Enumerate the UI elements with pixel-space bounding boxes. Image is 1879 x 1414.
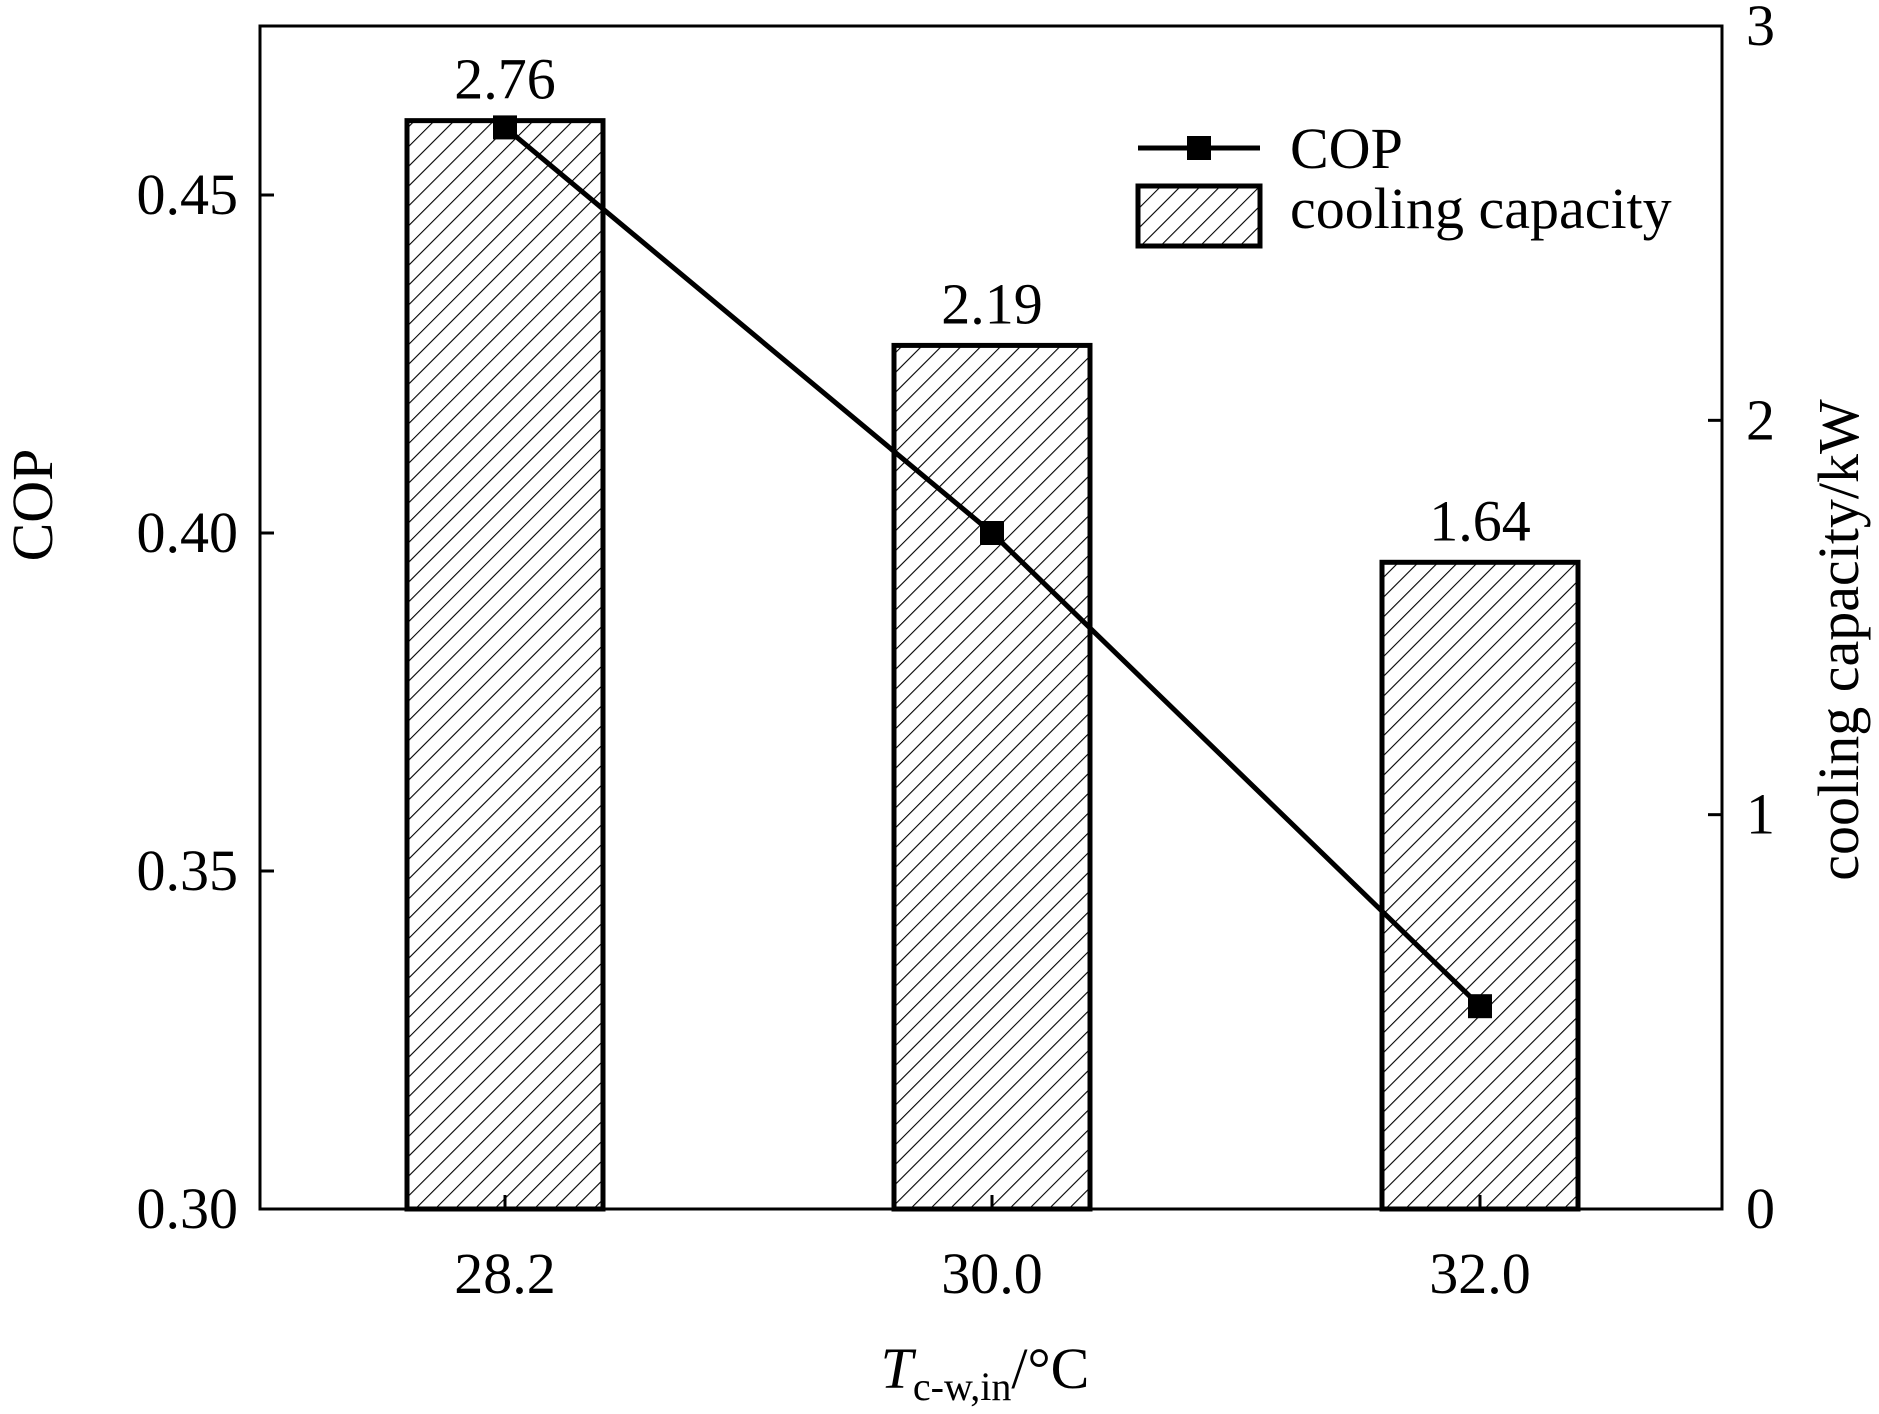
legend-label-cooling-capacity: cooling capacity <box>1290 176 1672 241</box>
left-tick-label: 0.45 <box>137 162 239 227</box>
bar-32.0 <box>1379 559 1581 1212</box>
left-tick-label: 0.40 <box>137 500 239 565</box>
legend: COP cooling capacity <box>1135 116 1672 249</box>
bar-data-label-32.0: 1.64 <box>1429 488 1531 553</box>
left-tick-label: 0.30 <box>137 1176 239 1241</box>
x-axis-title-subscript: c-w,in <box>913 1364 1011 1409</box>
line-series-cop <box>493 115 1492 1019</box>
bar-data-label-30.0: 2.19 <box>941 271 1043 336</box>
bar-28.2 <box>404 118 606 1212</box>
bar-data-label-28.2: 2.76 <box>454 47 556 112</box>
right-axis-ticks: 0 1 2 3 <box>1708 0 1775 1241</box>
cop-point-30.0 <box>980 521 1004 545</box>
x-axis-title-main: T <box>881 1336 917 1401</box>
right-tick-label: 3 <box>1746 0 1775 58</box>
left-axis-ticks: 0.30 0.35 0.40 0.45 <box>137 162 274 1241</box>
x-axis-title-unit: /°C <box>1011 1336 1089 1401</box>
right-tick-label: 1 <box>1746 782 1775 847</box>
legend-cop-marker-icon <box>1187 136 1211 160</box>
right-axis-title: cooling capacity/kW <box>1806 399 1871 881</box>
x-tick-label: 32.0 <box>1429 1241 1531 1306</box>
cop-point-32.0 <box>1468 994 1492 1019</box>
left-axis-title: COP <box>0 449 65 562</box>
bar-series-cooling-capacity <box>404 118 1581 1212</box>
bar-30.0 <box>891 342 1093 1212</box>
right-tick-label: 0 <box>1746 1176 1775 1241</box>
legend-label-cop: COP <box>1290 116 1403 181</box>
x-tick-label: 28.2 <box>454 1241 556 1306</box>
cop-point-28.2 <box>493 115 517 140</box>
left-tick-label: 0.35 <box>137 838 239 903</box>
x-axis-ticks: 28.2 30.0 32.0 <box>454 1195 1531 1306</box>
x-tick-label: 30.0 <box>941 1241 1043 1306</box>
bar-data-labels: 2.76 2.19 1.64 <box>454 47 1531 554</box>
x-axis-title: Tc-w,in/°C <box>881 1336 1090 1409</box>
right-tick-label: 2 <box>1746 387 1775 452</box>
legend-cooling-capacity-swatch <box>1135 183 1263 249</box>
